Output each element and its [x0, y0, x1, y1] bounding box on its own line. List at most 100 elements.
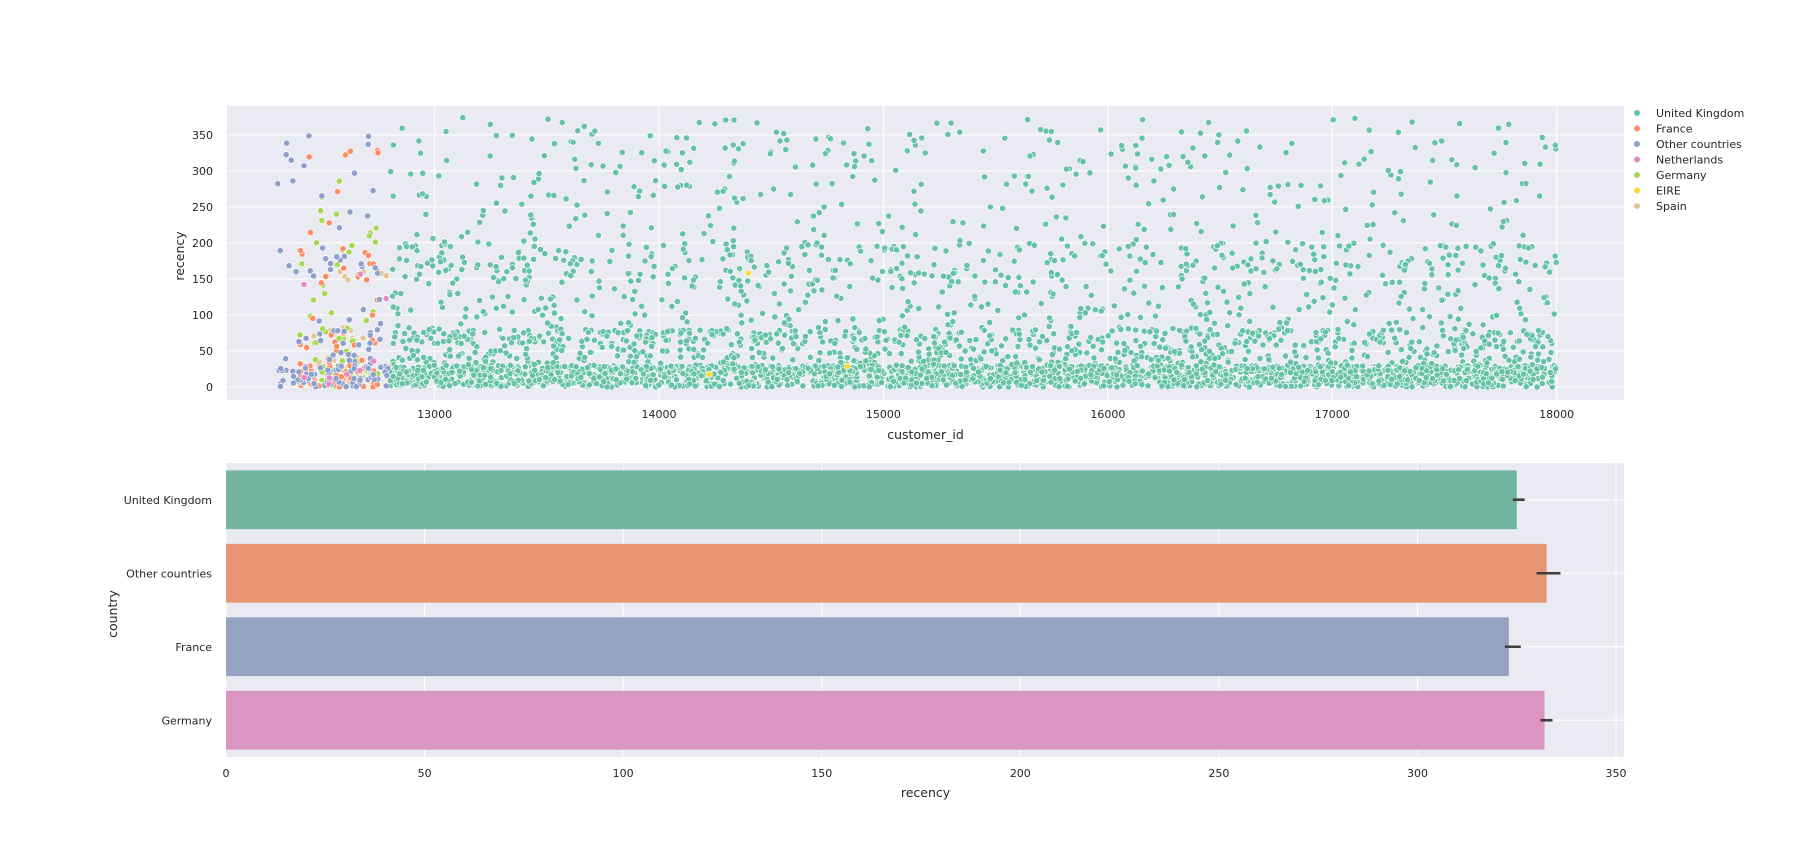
scatter-point — [446, 291, 454, 298]
scatter-point — [1073, 329, 1080, 336]
scatter-point — [747, 257, 755, 264]
scatter-point — [598, 343, 606, 351]
scatter-point — [1343, 317, 1351, 325]
scatter-point — [435, 325, 443, 333]
scatter-point — [1499, 375, 1506, 383]
scatter-point — [1409, 315, 1417, 322]
scatter-point — [946, 334, 954, 342]
scatter-point — [573, 261, 581, 268]
scatter-point — [1201, 274, 1209, 282]
scatter-point — [1312, 267, 1319, 275]
scatter-point — [1201, 152, 1209, 160]
scatter-point — [311, 356, 319, 363]
scatter-point — [300, 374, 308, 381]
scatter-point — [636, 187, 644, 195]
scatter-point — [730, 116, 738, 124]
scatter-point — [668, 381, 675, 389]
scatter-point — [492, 132, 500, 139]
scatter-point — [611, 285, 618, 293]
scatter-point — [1017, 282, 1024, 290]
scatter-point — [1477, 247, 1485, 255]
scatter-point — [931, 339, 938, 347]
scatter-point — [971, 292, 979, 300]
scatter-point — [1397, 190, 1405, 198]
scatter-point — [500, 302, 507, 310]
scatter-point — [647, 253, 655, 260]
scatter-point — [757, 191, 764, 198]
scatter-point — [327, 266, 334, 273]
scatter-point — [815, 324, 822, 331]
scatter-point — [1451, 347, 1459, 354]
scatter-point — [302, 364, 309, 372]
scatter-point — [512, 275, 520, 282]
scatter-point — [691, 382, 699, 390]
scatter-point — [389, 303, 397, 311]
scatter-point — [658, 296, 666, 304]
scatter-point — [1272, 228, 1280, 236]
scatter-point — [755, 349, 763, 356]
scatter-point — [873, 242, 881, 250]
scatter-point — [1037, 300, 1045, 307]
scatter-point — [714, 188, 721, 196]
scatter-point — [754, 363, 762, 370]
scatter-point — [473, 313, 481, 321]
scatter-point — [930, 261, 938, 269]
scatter-point — [1454, 287, 1462, 294]
scatter-point — [1062, 355, 1070, 363]
scatter-point — [1337, 172, 1345, 179]
scatter-point — [662, 147, 670, 155]
scatter-point — [698, 256, 706, 263]
scatter-point — [508, 131, 516, 139]
scatter-point — [793, 218, 801, 226]
scatter-point — [547, 295, 554, 303]
scatter-point — [350, 351, 358, 359]
scatter-point — [1071, 252, 1079, 260]
scatter-point — [1504, 368, 1512, 376]
bar-x-label: recency — [901, 785, 951, 800]
scatter-point — [704, 339, 711, 347]
scatter-point — [662, 336, 670, 344]
scatter-point — [1513, 197, 1520, 205]
scatter-point — [1003, 180, 1010, 188]
scatter-point — [1334, 326, 1342, 333]
scatter-point — [1365, 126, 1373, 134]
scatter-point — [851, 163, 858, 171]
scatter-point — [318, 217, 326, 224]
scatter-point — [525, 377, 533, 385]
scatter-point — [1171, 348, 1178, 355]
scatter-point — [1081, 239, 1089, 247]
legend-label: Netherlands — [1656, 154, 1723, 167]
scatter-point — [290, 372, 297, 380]
scatter-point — [1444, 348, 1452, 355]
scatter-point — [596, 373, 603, 381]
scatter-point — [1210, 361, 1218, 369]
scatter-point — [1342, 261, 1350, 269]
scatter-point — [915, 305, 923, 312]
scatter-point — [1353, 373, 1360, 381]
scatter-point — [787, 191, 794, 198]
scatter-point — [608, 246, 616, 254]
scatter-point — [1437, 242, 1444, 250]
scatter-point — [730, 365, 738, 373]
scatter-point — [500, 275, 508, 283]
scatter-point — [520, 237, 528, 245]
scatter-point — [1505, 121, 1513, 128]
scatter-point — [343, 370, 351, 378]
scatter-point — [300, 162, 308, 170]
scatter-point — [1431, 139, 1439, 147]
scatter-point — [1016, 246, 1023, 254]
scatter-point — [956, 128, 964, 136]
scatter-point — [1472, 243, 1480, 251]
scatter-point — [917, 180, 925, 188]
scatter-point — [805, 266, 813, 274]
scatter-point — [679, 230, 687, 238]
scatter-point — [1138, 134, 1146, 142]
scatter-point — [1054, 271, 1061, 278]
scatter-point — [944, 310, 951, 318]
scatter-point — [1426, 313, 1433, 321]
scatter-point — [754, 281, 762, 289]
scatter-point — [657, 359, 665, 367]
scatter-point — [620, 346, 627, 354]
scatter-point — [743, 297, 751, 305]
scatter-point — [1501, 352, 1509, 360]
